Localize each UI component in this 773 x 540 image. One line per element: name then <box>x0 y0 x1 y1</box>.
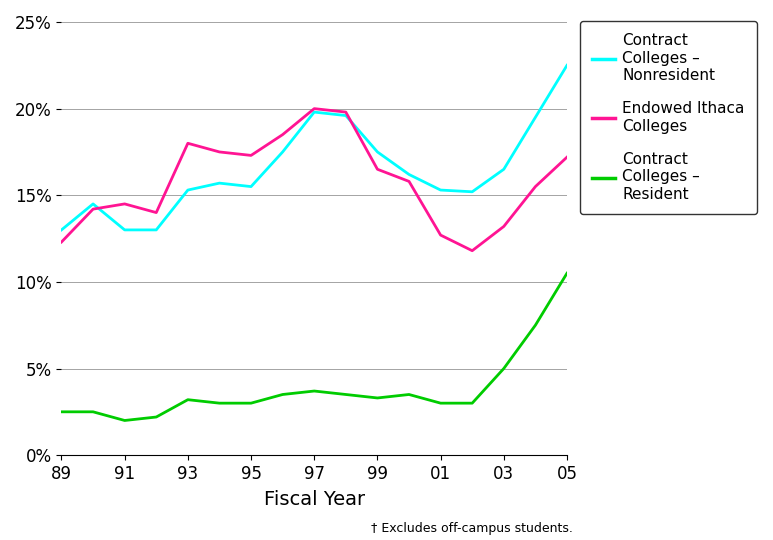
X-axis label: Fiscal Year: Fiscal Year <box>264 490 365 509</box>
Legend: Contract
Colleges –
Nonresident, Endowed Ithaca
Colleges, Contract
Colleges –
Re: Contract Colleges – Nonresident, Endowed… <box>580 21 757 214</box>
Text: † Excludes off-campus students.: † Excludes off-campus students. <box>371 522 573 535</box>
